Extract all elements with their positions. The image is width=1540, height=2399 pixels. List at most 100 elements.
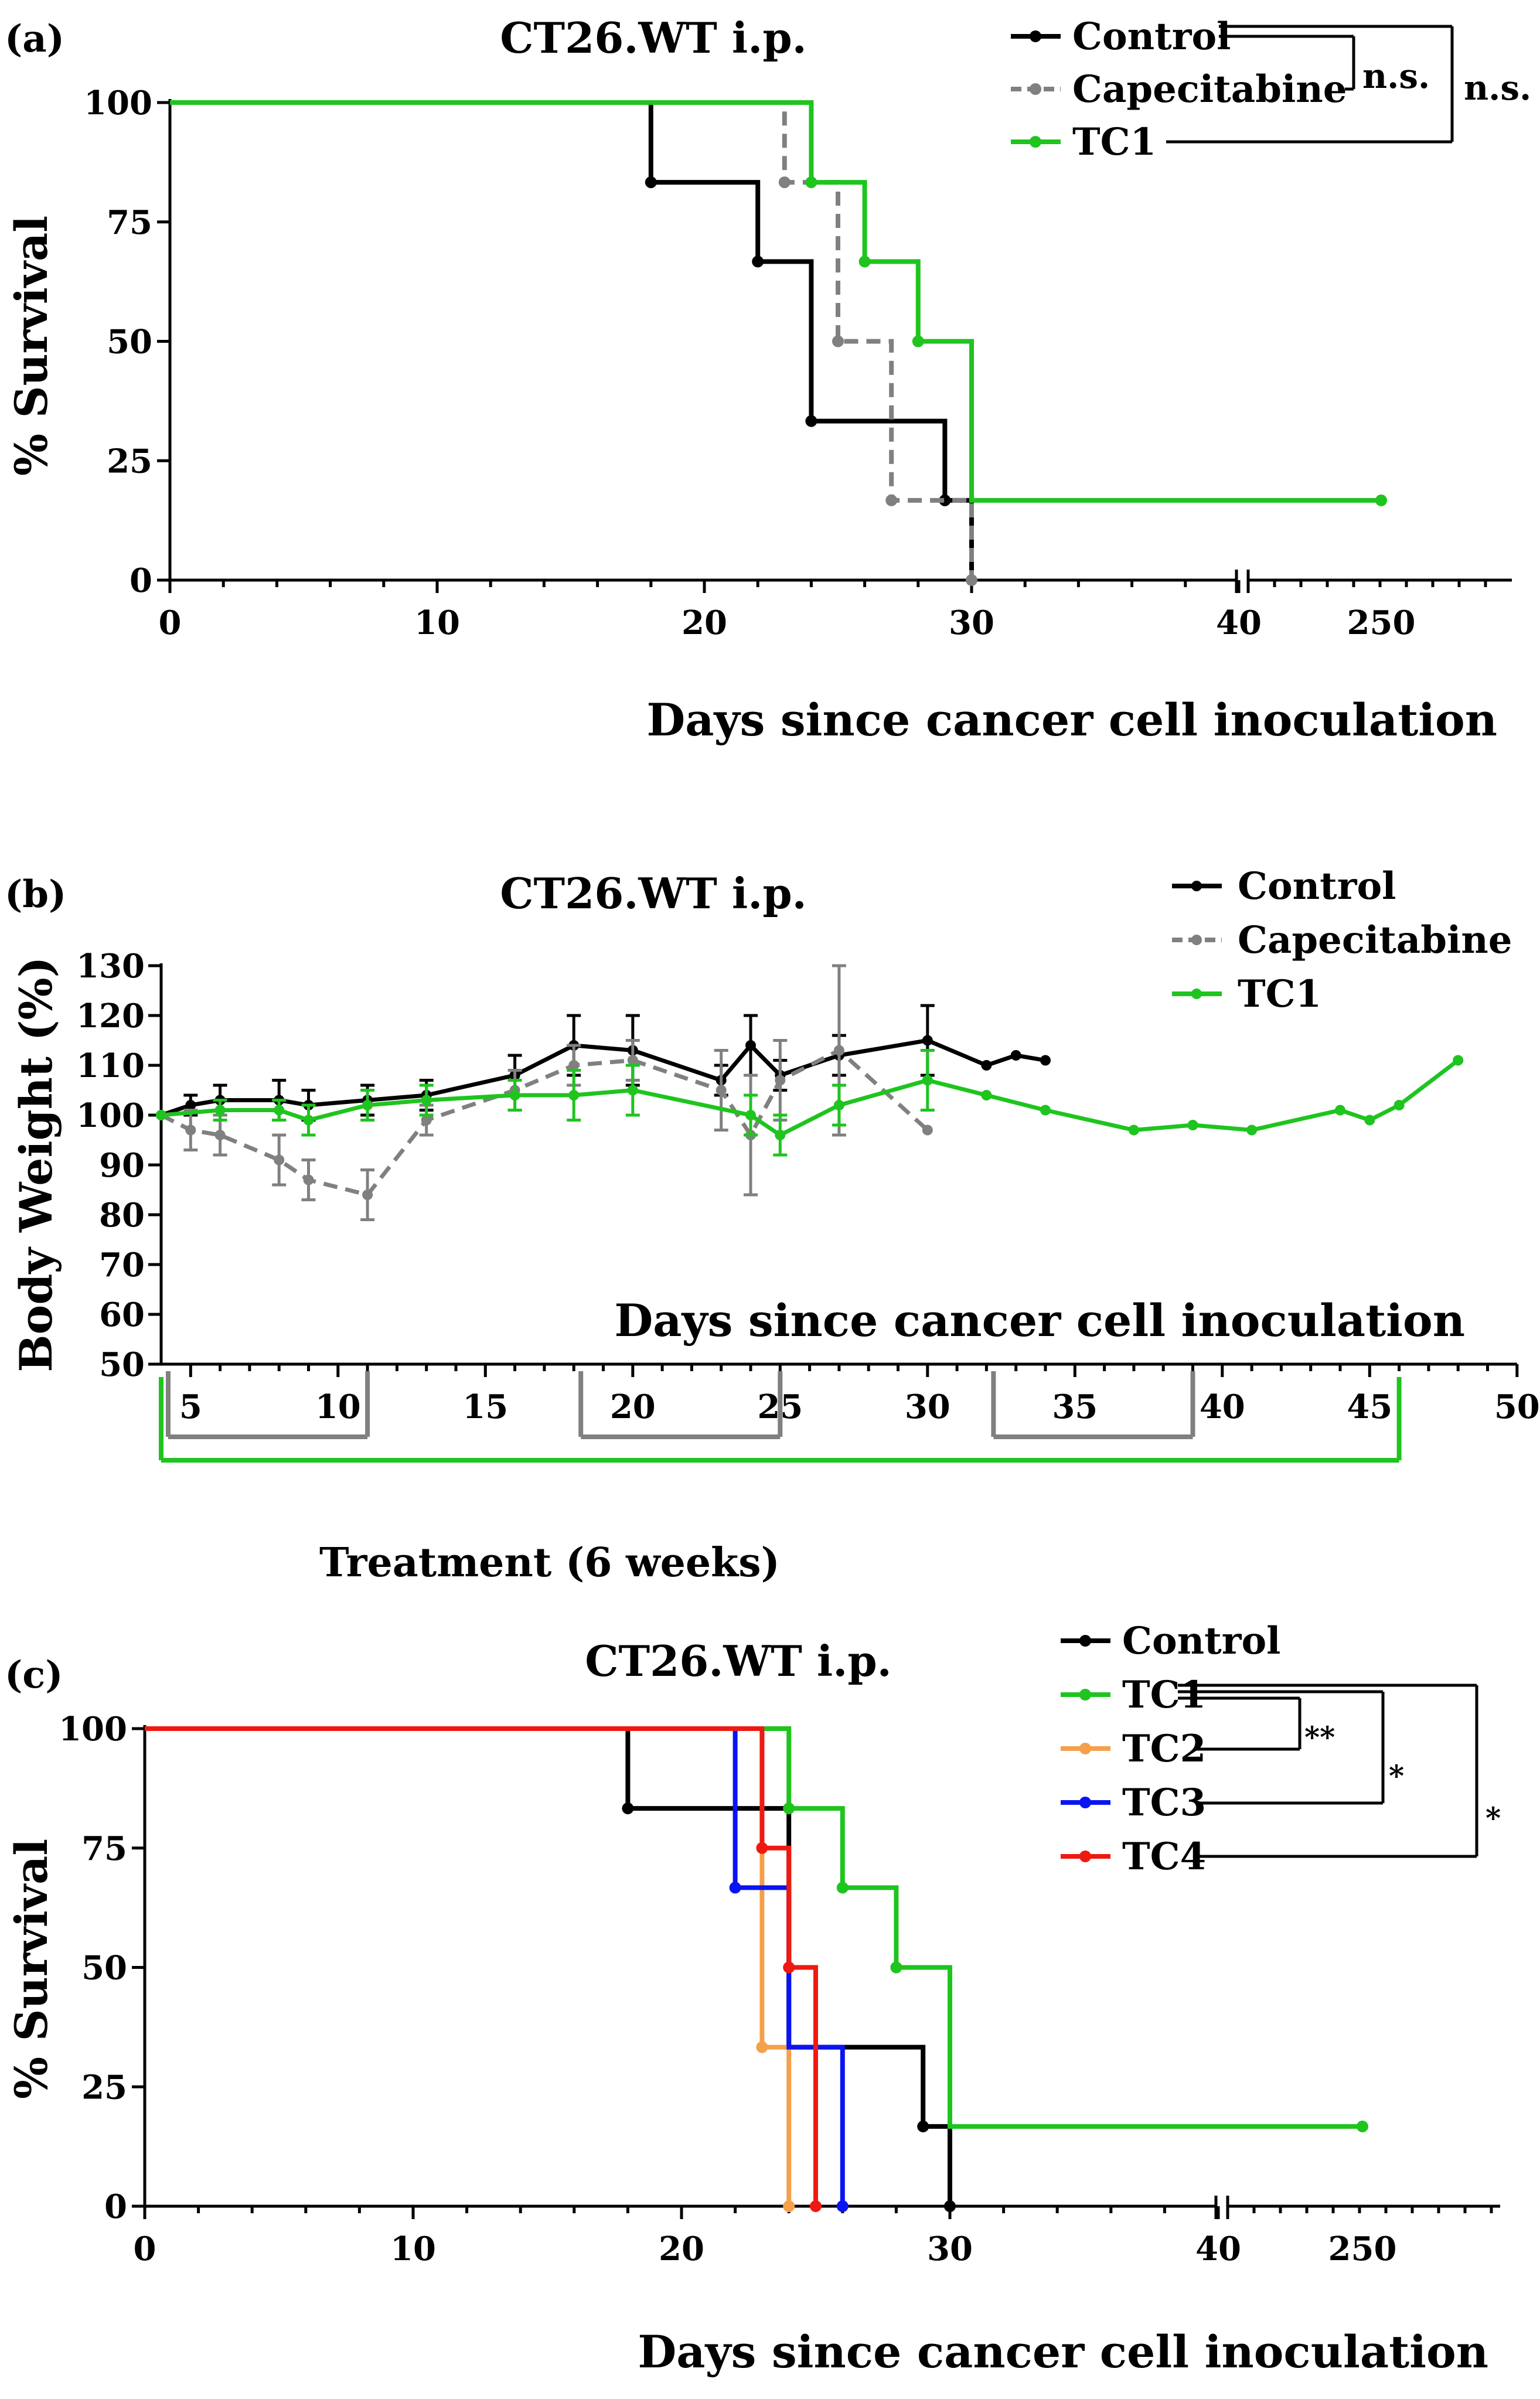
- panel-c-x-tick-label: 0: [134, 2230, 156, 2268]
- panel-c-series-tc1-step-line: [145, 1726, 1362, 2129]
- panel-c-legend-marker-control: [1079, 1635, 1091, 1647]
- panel-b-y-tick-label: 60: [99, 1296, 145, 1334]
- panel-b-legend-label-tc1: TC1: [1238, 972, 1321, 1016]
- panel-a-series-tc1-censor-marker: [1375, 494, 1387, 506]
- panel-a-y-tick-label: 75: [107, 203, 152, 242]
- panel-c-series-tc3-censor-marker: [729, 1882, 741, 1894]
- panel-b-x-tick-label: 10: [315, 1388, 361, 1426]
- panel-b-series-capecitabine-point: [214, 1130, 226, 1140]
- panel-b-series-tc1-point: [214, 1105, 226, 1116]
- panel-a-legend-marker-control: [1030, 30, 1041, 42]
- panel-a-x-tick-label: 30: [949, 604, 994, 642]
- panel-b-series-control-point: [745, 1040, 756, 1051]
- panel-b-series-capecitabine-point: [716, 1085, 727, 1096]
- panel-a-legend-label-control: Control: [1072, 15, 1231, 59]
- panel-b-series-tc1-point: [1364, 1115, 1375, 1126]
- panel-c-series-tc4-step-line: [145, 1726, 818, 2206]
- panel-b-series-control-line: [160, 1038, 1046, 1117]
- panel-b-series-tc1-point: [1335, 1105, 1345, 1116]
- panel-c-series-tc4-censor-marker: [756, 1842, 768, 1854]
- panel-b-series-tc1-point: [745, 1110, 756, 1120]
- panel-a-x-axis-label: Days since cancer cell inoculation: [646, 694, 1497, 746]
- panel-b-series-tc1-line: [161, 1058, 1460, 1137]
- panel-b-y-tick-label: 130: [76, 947, 145, 986]
- panel-b-series-tc1-point: [1453, 1055, 1464, 1066]
- panel-c-series-tc1-censor-marker: [1357, 2120, 1368, 2132]
- panel-c-legend-label-tc3: TC3: [1122, 1781, 1206, 1825]
- panel-b-series-tc1-point: [775, 1130, 786, 1140]
- panel-c-x-tick-label: 10: [390, 2230, 436, 2268]
- panel-b-series-tc1-point: [1246, 1124, 1258, 1136]
- panel-a-x-tick-label: 20: [682, 604, 727, 642]
- panel-b-series-tc1-point: [274, 1105, 285, 1116]
- panel-c-legend-label-tc4: TC4: [1122, 1835, 1206, 1879]
- panel-c-label: (c): [5, 1653, 63, 1697]
- panel-a-series-control-censor-marker: [752, 255, 764, 268]
- panel-c-series-control-censor-marker: [944, 2200, 956, 2212]
- panel-a-y-tick-label: 100: [84, 84, 152, 122]
- panel-c-series-tc3-step-line: [145, 1726, 845, 2206]
- panel-c-sig-label-3: *: [1486, 1801, 1501, 1835]
- panel-b-series-capecitabine-point: [775, 1075, 786, 1086]
- panel-b-legend-label-control: Control: [1238, 864, 1396, 908]
- panel-b-y-tick-label: 110: [76, 1047, 145, 1085]
- panel-a-x-tick-label: 0: [159, 604, 182, 642]
- panel-b-x-tick-label: 15: [462, 1388, 508, 1426]
- panel-b-series-tc1-point: [1187, 1120, 1198, 1130]
- panel-a-legend-label-tc1: TC1: [1072, 120, 1156, 164]
- panel-b-series-tc1-point: [509, 1090, 520, 1100]
- panel-b-x-tick-label: 20: [610, 1388, 656, 1426]
- panel-b-series-tc1-point: [568, 1090, 580, 1100]
- panel-b-series-tc1-point: [156, 1110, 166, 1120]
- panel-c-legend-marker-tc3: [1079, 1797, 1091, 1808]
- panel-c-y-tick-label: 100: [59, 1710, 127, 1749]
- panel-b-series-tc1-point: [421, 1095, 432, 1106]
- panel-c-legend-marker-tc2: [1079, 1743, 1091, 1754]
- panel-b-legend-marker-capecitabine: [1191, 935, 1202, 945]
- panel-b-series-control-point: [1040, 1055, 1051, 1066]
- panel-a-series-capecitabine-step-line: [170, 100, 974, 580]
- treatment-label: Treatment (6 weeks): [319, 1539, 780, 1586]
- panel-c-series-control-censor-marker: [917, 2120, 929, 2132]
- panel-a-legend-marker-capecitabine: [1030, 83, 1041, 95]
- panel-c-x-tick-label: 250: [1328, 2230, 1397, 2268]
- panel-a-series-capecitabine-censor-marker: [778, 176, 791, 189]
- panel-b-series-control-point: [922, 1035, 933, 1046]
- panel-c-series-tc1-censor-marker: [783, 1802, 795, 1815]
- panel-b-series-capecitabine-line: [160, 1048, 929, 1197]
- panel-c-title: CT26.WT i.p.: [585, 1636, 891, 1686]
- panel-c-x-tick-label: 40: [1195, 2230, 1241, 2268]
- panel-b-y-tick-label: 50: [99, 1345, 145, 1384]
- panel-a-x-tick-label: 250: [1347, 604, 1416, 642]
- panel-a-label: (a): [5, 17, 64, 61]
- panel-c-x-tick-label: 20: [659, 2230, 704, 2268]
- panel-b-y-tick-label: 90: [99, 1146, 145, 1185]
- panel-b-x-tick-label: 45: [1347, 1388, 1392, 1426]
- panel-a-sig-label-2: n.s.: [1464, 68, 1531, 108]
- panel-b-series-capecitabine-point: [627, 1055, 638, 1066]
- panel-b-x-axis-label: Days since cancer cell inoculation: [614, 1294, 1465, 1347]
- panel-b-x-tick-label: 5: [179, 1388, 202, 1426]
- panel-a-series-tc1-censor-marker: [805, 176, 817, 189]
- panel-a-series-control-censor-marker: [805, 415, 817, 427]
- panel-b-y-tick-label: 80: [99, 1196, 145, 1235]
- panel-c-series-tc1-censor-marker: [890, 1961, 902, 1974]
- panel-b-series-tc1-point: [1128, 1124, 1139, 1136]
- panel-b-series-control-point: [1010, 1050, 1021, 1061]
- panel-c-series-control-step-line: [145, 1726, 952, 2206]
- panel-a-legend-label-capecitabine: Capecitabine: [1072, 67, 1347, 111]
- panel-a-series-tc1-censor-marker: [858, 255, 871, 268]
- panel-c-series-tc2-censor-marker: [783, 2200, 795, 2212]
- panel-a-series-control-censor-marker: [939, 494, 951, 506]
- panel-b-label: (b): [5, 873, 66, 916]
- panel-c-series-tc1-censor-marker: [836, 1882, 849, 1894]
- panel-b-series-capecitabine-point: [922, 1124, 933, 1136]
- panel-c-series-tc3-censor-marker: [836, 2200, 849, 2212]
- panel-c-legend-label-tc2: TC2: [1122, 1727, 1206, 1771]
- panel-c-sig-label-2: *: [1389, 1759, 1404, 1793]
- panel-b-series-capecitabine-point: [568, 1060, 580, 1071]
- panel-b-x-tick-label: 50: [1494, 1388, 1540, 1426]
- panel-a-series-capecitabine-censor-marker: [966, 574, 977, 586]
- panel-b-series-tc1-point: [1040, 1105, 1051, 1116]
